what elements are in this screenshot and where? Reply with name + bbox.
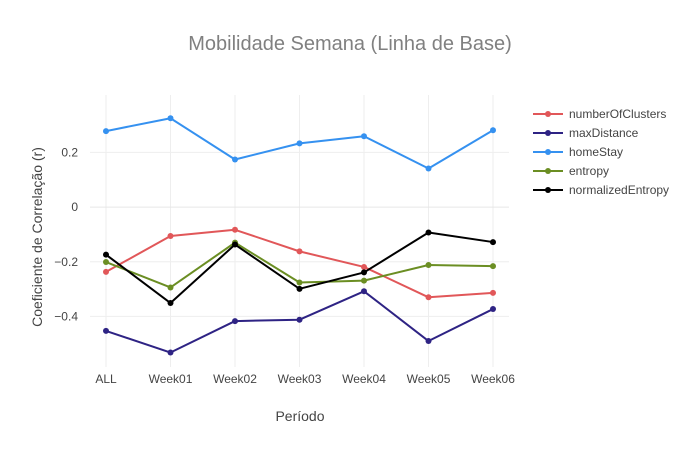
x-axis-label: Período	[275, 408, 324, 424]
data-point-homeStay[interactable]	[167, 115, 174, 122]
y-axis-label: Coeficiente de Correlação (r)	[29, 147, 45, 327]
x-tick-label: Week03	[278, 372, 322, 386]
data-point-maxDistance[interactable]	[490, 306, 496, 313]
data-point-maxDistance[interactable]	[425, 338, 432, 345]
legend-label: numberOfClusters	[569, 107, 666, 121]
data-point-entropy[interactable]	[103, 259, 109, 266]
data-point-numberOfClusters[interactable]	[296, 248, 303, 255]
data-point-numberOfClusters[interactable]	[361, 263, 367, 270]
y-tick-label: 0.2	[61, 145, 78, 159]
data-point-numberOfClusters[interactable]	[167, 233, 174, 240]
legend-label: entropy	[569, 164, 609, 178]
y-axis-ticks: 0.2 0 −0.2 −0.4	[54, 145, 78, 323]
legend-swatch-marker	[545, 130, 551, 136]
data-point-maxDistance[interactable]	[167, 349, 174, 356]
y-tick-label: −0.2	[54, 255, 78, 269]
data-point-homeStay[interactable]	[361, 133, 367, 140]
data-point-normalizedEntropy[interactable]	[296, 285, 303, 292]
data-point-homeStay[interactable]	[490, 127, 496, 134]
data-point-normalizedEntropy[interactable]	[490, 239, 496, 246]
data-point-homeStay[interactable]	[425, 165, 432, 172]
legend-label: homeStay	[569, 145, 623, 159]
data-point-maxDistance[interactable]	[296, 316, 303, 323]
series-maxDistance[interactable]	[103, 288, 496, 356]
data-point-entropy[interactable]	[490, 263, 496, 270]
x-axis-ticks: ALL Week01 Week02 Week03 Week04 Week05 Week06	[95, 372, 515, 386]
legend-swatch-marker	[545, 111, 551, 117]
data-point-entropy[interactable]	[425, 262, 432, 269]
grid-lines	[90, 95, 509, 367]
legend-item-normalizedEntropy[interactable]: normalizedEntropy	[533, 183, 669, 197]
x-tick-label: Week01	[149, 372, 193, 386]
series-numberOfClusters[interactable]	[103, 226, 496, 301]
data-point-homeStay[interactable]	[232, 156, 238, 163]
x-tick-label: Week04	[342, 372, 386, 386]
legend-swatch-marker	[545, 187, 551, 193]
data-point-entropy[interactable]	[296, 279, 303, 286]
data-point-numberOfClusters[interactable]	[103, 268, 109, 275]
legend-swatch-marker	[545, 168, 551, 174]
x-tick-label: ALL	[95, 372, 117, 386]
series-normalizedEntropy[interactable]	[103, 229, 496, 307]
legend-item-maxDistance[interactable]: maxDistance	[533, 126, 639, 140]
data-point-maxDistance[interactable]	[232, 318, 238, 325]
data-point-entropy[interactable]	[361, 277, 367, 284]
series-group	[103, 115, 496, 356]
data-point-homeStay[interactable]	[296, 140, 303, 147]
data-point-homeStay[interactable]	[103, 128, 109, 135]
x-tick-label: Week02	[213, 372, 257, 386]
x-tick-label: Week06	[471, 372, 515, 386]
legend-item-homeStay[interactable]: homeStay	[533, 145, 623, 159]
series-entropy[interactable]	[103, 239, 496, 291]
data-point-normalizedEntropy[interactable]	[167, 300, 174, 307]
data-point-maxDistance[interactable]	[103, 327, 109, 334]
data-point-numberOfClusters[interactable]	[232, 226, 238, 233]
data-point-numberOfClusters[interactable]	[490, 289, 496, 296]
legend-label: normalizedEntropy	[569, 183, 669, 197]
data-point-maxDistance[interactable]	[361, 288, 367, 295]
y-tick-label: −0.4	[54, 309, 78, 323]
x-tick-label: Week05	[407, 372, 451, 386]
legend-swatch-marker	[545, 149, 551, 155]
legend[interactable]: numberOfClusters maxDistance homeStay entro…	[533, 107, 669, 197]
legend-item-numberOfClusters[interactable]: numberOfClusters	[533, 107, 666, 121]
legend-item-entropy[interactable]: entropy	[533, 164, 609, 178]
data-point-numberOfClusters[interactable]	[425, 294, 432, 301]
y-tick-label: 0	[71, 200, 78, 214]
data-point-normalizedEntropy[interactable]	[425, 229, 432, 236]
data-point-entropy[interactable]	[167, 284, 174, 291]
data-point-normalizedEntropy[interactable]	[232, 241, 238, 248]
chart-title: Mobilidade Semana (Linha de Base)	[188, 33, 512, 55]
series-homeStay[interactable]	[103, 115, 496, 172]
data-point-normalizedEntropy[interactable]	[103, 251, 109, 258]
legend-label: maxDistance	[569, 126, 639, 140]
data-point-normalizedEntropy[interactable]	[361, 269, 367, 276]
